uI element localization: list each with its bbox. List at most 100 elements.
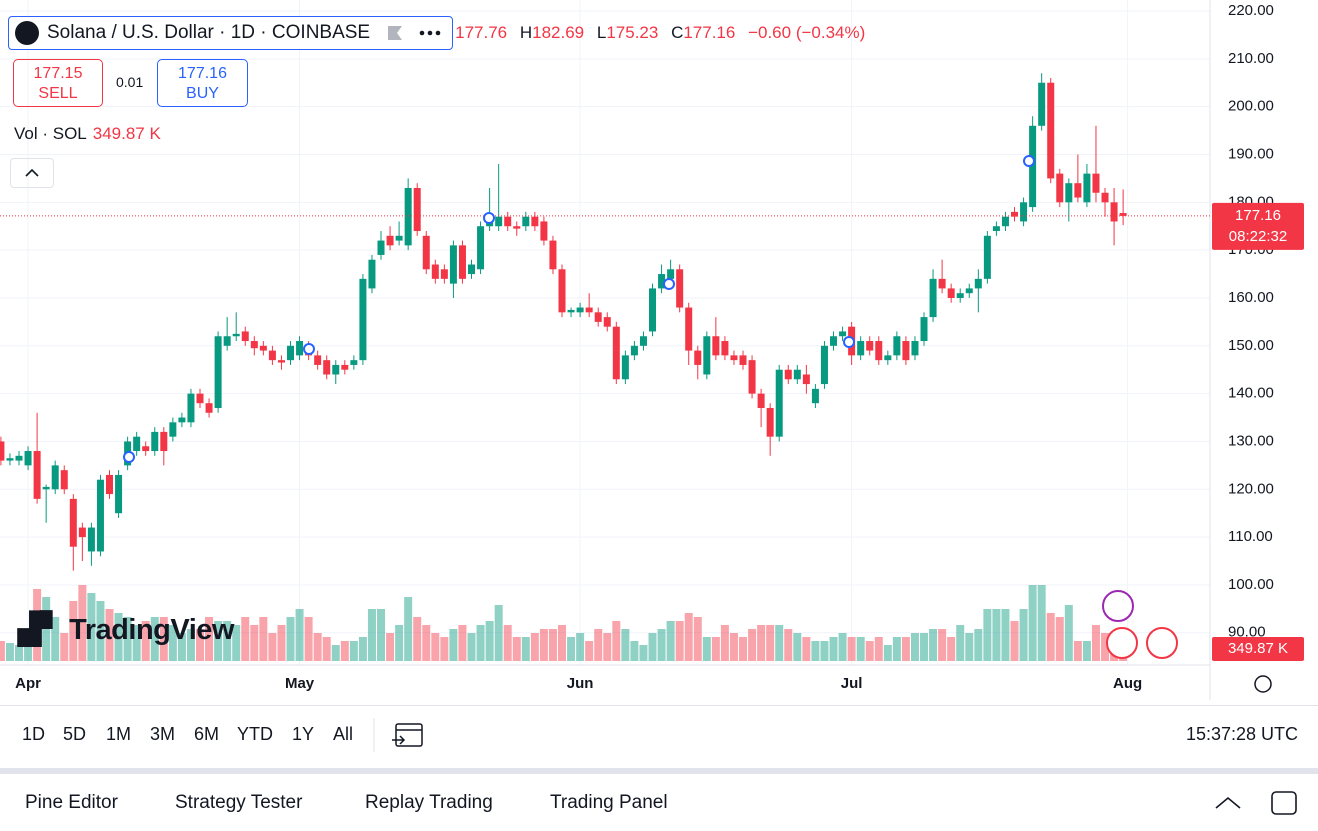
volume-bar [87, 593, 96, 661]
volume-bar [1010, 621, 1019, 661]
volume-bar [476, 625, 485, 661]
panel-tab[interactable]: Pine Editor [25, 792, 118, 813]
candle-body [359, 278, 367, 361]
candle-body [386, 235, 394, 246]
candle-body [540, 221, 548, 241]
volume-bar [548, 629, 557, 661]
candle-body [576, 307, 584, 313]
volume-bar [96, 601, 105, 661]
candle-body [1101, 192, 1109, 203]
symbol-box[interactable]: Solana / U.S. Dollar · 1D · COINBASE [8, 16, 454, 50]
date-range-icon[interactable] [372, 718, 432, 752]
volume-bar [449, 629, 458, 661]
candle-body [694, 350, 702, 365]
candle-body [178, 417, 186, 423]
settings-icon [1254, 675, 1272, 693]
volume-bar [1101, 633, 1110, 661]
buy-button[interactable]: 177.16 BUY [157, 59, 248, 107]
candle-body [196, 393, 204, 404]
volume-bar [114, 613, 123, 661]
volume-bar [1073, 641, 1082, 661]
candle-body [884, 355, 892, 361]
candle-body [332, 364, 340, 375]
candle-body [96, 479, 104, 552]
range-button[interactable]: 1M [106, 724, 132, 744]
y-tick-label: 120.00 [1228, 480, 1274, 497]
volume-value-label: 349.87 K [1228, 640, 1288, 657]
candle-body [712, 336, 720, 356]
panel-tab[interactable]: Replay Trading [365, 792, 493, 813]
volume-bar [250, 625, 259, 661]
ohlc-value: 175.23 [606, 23, 659, 42]
countdown: 08:22:32 [1229, 228, 1287, 245]
candle-body [983, 235, 991, 279]
volume-bar [1019, 609, 1028, 661]
candle-body [730, 355, 738, 361]
volume-bar [729, 633, 738, 661]
volume-bar [367, 609, 376, 661]
candle-body [404, 187, 412, 246]
panel-tab[interactable]: Strategy Tester [175, 792, 303, 813]
volume-bar [910, 633, 919, 661]
candle-body [766, 407, 774, 437]
candle-body [802, 374, 810, 385]
y-tick-label: 100.00 [1228, 576, 1274, 593]
candle-body [87, 527, 95, 552]
volume-bar [865, 641, 874, 661]
range-button[interactable]: 3M [150, 724, 176, 744]
candle-body [522, 216, 530, 227]
volume-bar [322, 637, 331, 661]
ohlc-change: −0.60 (−0.34%) [748, 23, 866, 42]
candle-body [630, 345, 638, 356]
legend: Solana / U.S. Dollar · 1D · COINBASE 177… [8, 16, 865, 50]
panel-tab[interactable]: Trading Panel [550, 792, 668, 813]
candle-body [1038, 82, 1046, 126]
y-tick-label: 130.00 [1228, 432, 1274, 449]
volume-bar [413, 617, 422, 661]
candle-body [350, 360, 358, 365]
y-tick-label: 110.00 [1228, 528, 1273, 545]
panel-controls[interactable] [1212, 788, 1302, 818]
event-marker [123, 451, 135, 463]
volume-bar [947, 637, 956, 661]
candle-body [431, 264, 439, 279]
volume-bar [539, 629, 548, 661]
x-tick-label: Aug [1113, 675, 1142, 692]
flag-icon [1106, 627, 1138, 659]
volume-bar [105, 609, 114, 661]
candle-body [992, 226, 1000, 232]
candle-body [413, 187, 421, 232]
candle-body [1029, 125, 1037, 208]
event-marker [303, 343, 315, 355]
volume-value-box [1212, 637, 1304, 661]
candle-body [495, 216, 503, 227]
logo-text: TradingView [69, 614, 234, 646]
range-button[interactable]: 6M [194, 724, 220, 744]
candle-body [24, 451, 32, 466]
range-button[interactable]: 1D [22, 724, 46, 744]
range-button[interactable]: 1Y [292, 724, 315, 744]
last-price-box [1212, 202, 1304, 250]
collapse-button[interactable] [10, 158, 54, 188]
candle-body [911, 341, 919, 356]
range-button[interactable]: 5D [63, 724, 87, 744]
sell-button[interactable]: 177.15 SELL [13, 59, 103, 107]
volume-bar [467, 633, 476, 661]
volume-bar [78, 585, 87, 661]
range-button[interactable]: All [333, 724, 354, 744]
bottom-panel: Pine Editor Strategy Tester Replay Trading… [0, 768, 1318, 831]
volume-bar [0, 641, 5, 661]
volume-bar [431, 633, 440, 661]
x-tick-label: May [285, 675, 315, 692]
ohlc-key: L [596, 23, 607, 42]
candle-body [277, 360, 285, 363]
candle-body [748, 360, 756, 394]
candle-body [793, 369, 801, 380]
candle-body [133, 436, 141, 452]
volume-bar [15, 645, 24, 661]
range-button[interactable]: YTD [237, 724, 273, 744]
volume-bar [196, 629, 205, 661]
volume-bar [929, 629, 938, 661]
clock: 15:37:28 UTC [1185, 724, 1298, 744]
